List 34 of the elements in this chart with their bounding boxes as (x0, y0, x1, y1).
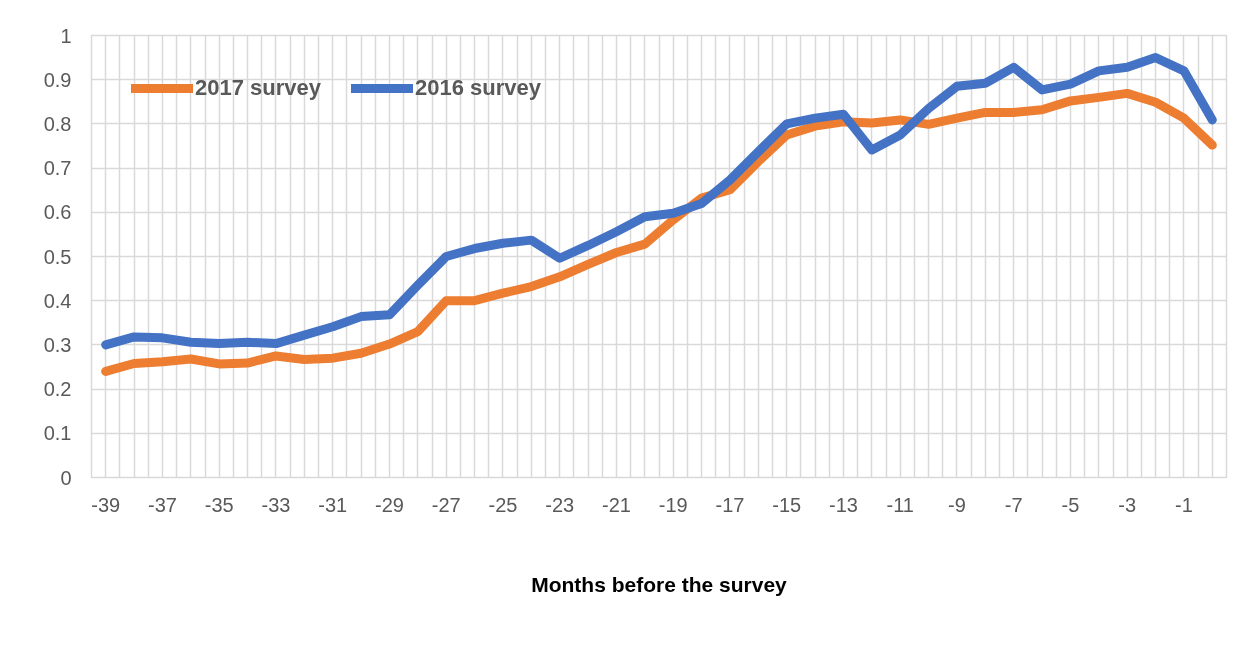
y-tick-label: 0.7 (43, 157, 72, 180)
y-tick-label: 0.3 (43, 333, 72, 356)
y-tick-label: 0.2 (43, 378, 72, 401)
x-tick-label: -35 (204, 493, 234, 516)
x-tick-label: -15 (772, 493, 802, 516)
legend-label: 2017 survey (195, 75, 321, 101)
x-tick-label: -37 (147, 493, 177, 516)
x-tick-label: -1 (1175, 493, 1193, 516)
x-tick-label: -39 (91, 493, 121, 516)
x-tick-label: -3 (1118, 493, 1137, 516)
x-tick-label: -5 (1061, 493, 1080, 516)
y-tick-label: 0.5 (43, 245, 72, 268)
legend-label: 2016 survey (415, 75, 541, 101)
x-tick-label: -11 (886, 493, 914, 516)
y-tick-label: 0.6 (43, 201, 72, 224)
y-tick-label: 0 (60, 466, 72, 489)
y-tick-label: 0.4 (43, 289, 72, 312)
y-tick-label: 1 (60, 24, 72, 47)
x-tick-label: -23 (545, 493, 575, 516)
x-tick-label: -9 (948, 493, 966, 516)
x-axis-title: Months before the survey (531, 572, 788, 596)
x-tick-label: -25 (488, 493, 518, 516)
x-tick-label: -29 (374, 493, 404, 516)
x-tick-label: -33 (261, 493, 291, 516)
x-tick-label: -19 (658, 493, 688, 516)
x-tick-label: -7 (1004, 493, 1023, 516)
y-tick-label: 0.1 (43, 422, 72, 445)
x-tick-label: -21 (601, 493, 631, 516)
x-tick-label: -31 (318, 493, 348, 516)
x-tick-label: -13 (828, 493, 858, 516)
x-tick-label: -17 (715, 493, 745, 516)
y-tick-label: 0.9 (43, 68, 72, 91)
y-tick-label: 0.8 (43, 112, 72, 135)
x-tick-label: -27 (431, 493, 461, 516)
